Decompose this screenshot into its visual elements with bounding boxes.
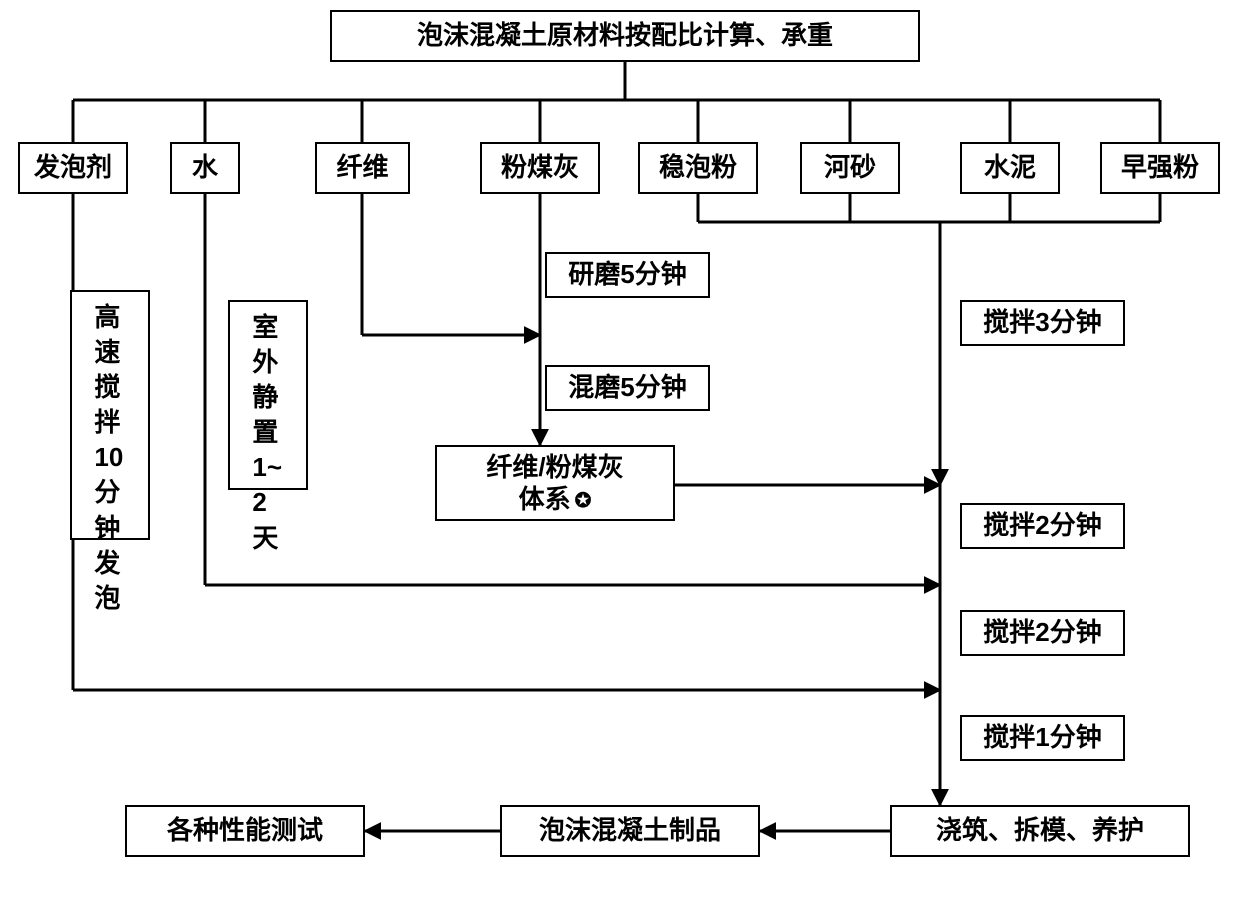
node-mix5: 混磨5分钟 — [545, 365, 710, 411]
node-system-line1: 纤维/粉煤灰 — [486, 451, 623, 484]
node-product: 泡沫混凝土制品 — [500, 805, 760, 857]
node-sideB: 室外静置1~2天 — [228, 300, 308, 490]
star-icon: ✪ — [575, 489, 592, 514]
node-test: 各种性能测试 — [125, 805, 365, 857]
node-mat2: 水 — [170, 142, 240, 194]
node-mat8: 早强粉 — [1100, 142, 1220, 194]
flowchart-canvas: 泡沫混凝土原材料按配比计算、承重发泡剂水 纤维 粉煤灰稳泡粉河砂 水泥早强粉高速搅拌1… — [0, 0, 1240, 922]
node-mat7: 水泥 — [960, 142, 1060, 194]
node-system-line2: 体系✪ — [519, 483, 592, 516]
node-mat4: 粉煤灰 — [480, 142, 600, 194]
node-mat6: 河砂 — [800, 142, 900, 194]
node-mat3: 纤维 — [315, 142, 410, 194]
node-stir2a: 搅拌2分钟 — [960, 503, 1125, 549]
node-grind5: 研磨5分钟 — [545, 252, 710, 298]
node-sideA: 高速搅拌10分钟发泡 — [70, 290, 150, 540]
node-stir3: 搅拌3分钟 — [960, 300, 1125, 346]
node-top: 泡沫混凝土原材料按配比计算、承重 — [330, 10, 920, 62]
node-stir1: 搅拌1分钟 — [960, 715, 1125, 761]
node-pour: 浇筑、拆模、养护 — [890, 805, 1190, 857]
node-stir2b: 搅拌2分钟 — [960, 610, 1125, 656]
node-mat5: 稳泡粉 — [638, 142, 758, 194]
node-system: 纤维/粉煤灰体系✪ — [435, 445, 675, 521]
node-mat1: 发泡剂 — [18, 142, 128, 194]
